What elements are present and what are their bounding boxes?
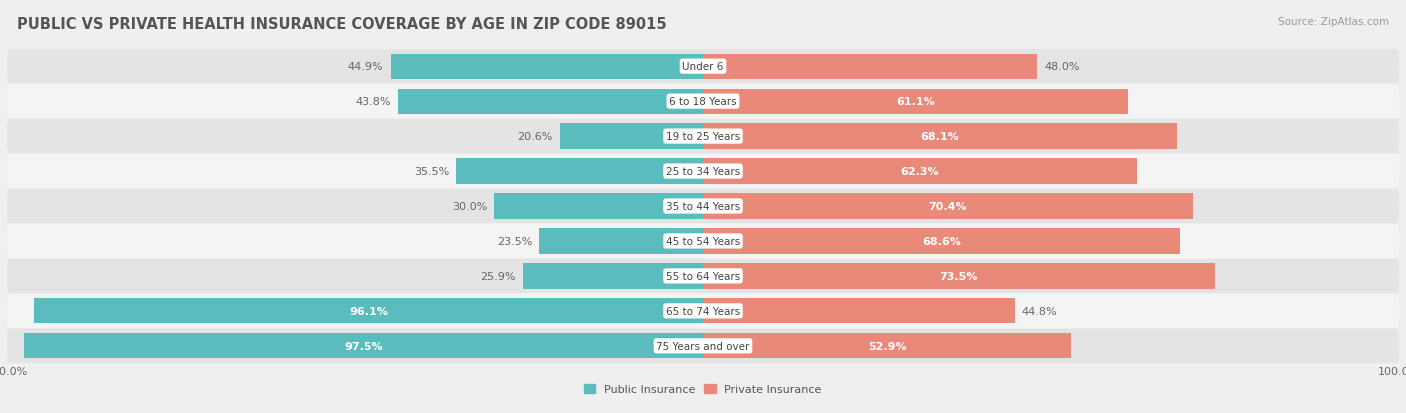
FancyBboxPatch shape [7,224,1399,259]
Text: 25 to 34 Years: 25 to 34 Years [666,166,740,177]
Text: 25.9%: 25.9% [481,271,516,281]
Text: 45 to 54 Years: 45 to 54 Years [666,236,740,247]
Bar [560,124,703,150]
FancyBboxPatch shape [7,190,1399,223]
Text: 62.3%: 62.3% [900,166,939,177]
Text: 43.8%: 43.8% [356,97,391,107]
FancyBboxPatch shape [7,85,1399,119]
Text: 48.0%: 48.0% [1045,62,1080,72]
Text: 6 to 18 Years: 6 to 18 Years [669,97,737,107]
Bar [703,55,1038,80]
Bar [703,299,1015,324]
Text: 30.0%: 30.0% [451,202,488,211]
Text: PUBLIC VS PRIVATE HEALTH INSURANCE COVERAGE BY AGE IN ZIP CODE 89015: PUBLIC VS PRIVATE HEALTH INSURANCE COVER… [17,17,666,31]
Text: 55 to 64 Years: 55 to 64 Years [666,271,740,281]
Text: 75 Years and over: 75 Years and over [657,341,749,351]
Text: 19 to 25 Years: 19 to 25 Years [666,132,740,142]
FancyBboxPatch shape [7,50,1399,84]
Bar [495,194,703,219]
Bar [398,89,703,114]
Text: 23.5%: 23.5% [498,236,533,247]
FancyBboxPatch shape [7,259,1399,293]
Text: 44.8%: 44.8% [1022,306,1057,316]
Text: 70.4%: 70.4% [929,202,967,211]
Text: 73.5%: 73.5% [939,271,979,281]
Text: 52.9%: 52.9% [868,341,907,351]
Bar [703,229,1181,254]
Bar [34,299,703,324]
Bar [703,124,1177,150]
Bar [703,333,1071,358]
FancyBboxPatch shape [7,329,1399,363]
Bar [703,159,1136,184]
Bar [391,55,703,80]
Text: 61.1%: 61.1% [896,97,935,107]
Text: 35.5%: 35.5% [413,166,449,177]
Text: 68.6%: 68.6% [922,236,962,247]
Text: Under 6: Under 6 [682,62,724,72]
Text: 68.1%: 68.1% [921,132,959,142]
Text: 20.6%: 20.6% [517,132,553,142]
FancyBboxPatch shape [7,294,1399,328]
Bar [703,89,1128,114]
Text: 97.5%: 97.5% [344,341,382,351]
Text: Source: ZipAtlas.com: Source: ZipAtlas.com [1278,17,1389,26]
Text: 44.9%: 44.9% [347,62,384,72]
Text: 96.1%: 96.1% [349,306,388,316]
Bar [703,263,1215,289]
Bar [456,159,703,184]
Bar [523,263,703,289]
Bar [24,333,703,358]
Text: 65 to 74 Years: 65 to 74 Years [666,306,740,316]
FancyBboxPatch shape [7,120,1399,154]
Bar [703,194,1192,219]
Legend: Public Insurance, Private Insurance: Public Insurance, Private Insurance [579,380,827,399]
FancyBboxPatch shape [7,154,1399,189]
Text: 35 to 44 Years: 35 to 44 Years [666,202,740,211]
Bar [540,229,703,254]
